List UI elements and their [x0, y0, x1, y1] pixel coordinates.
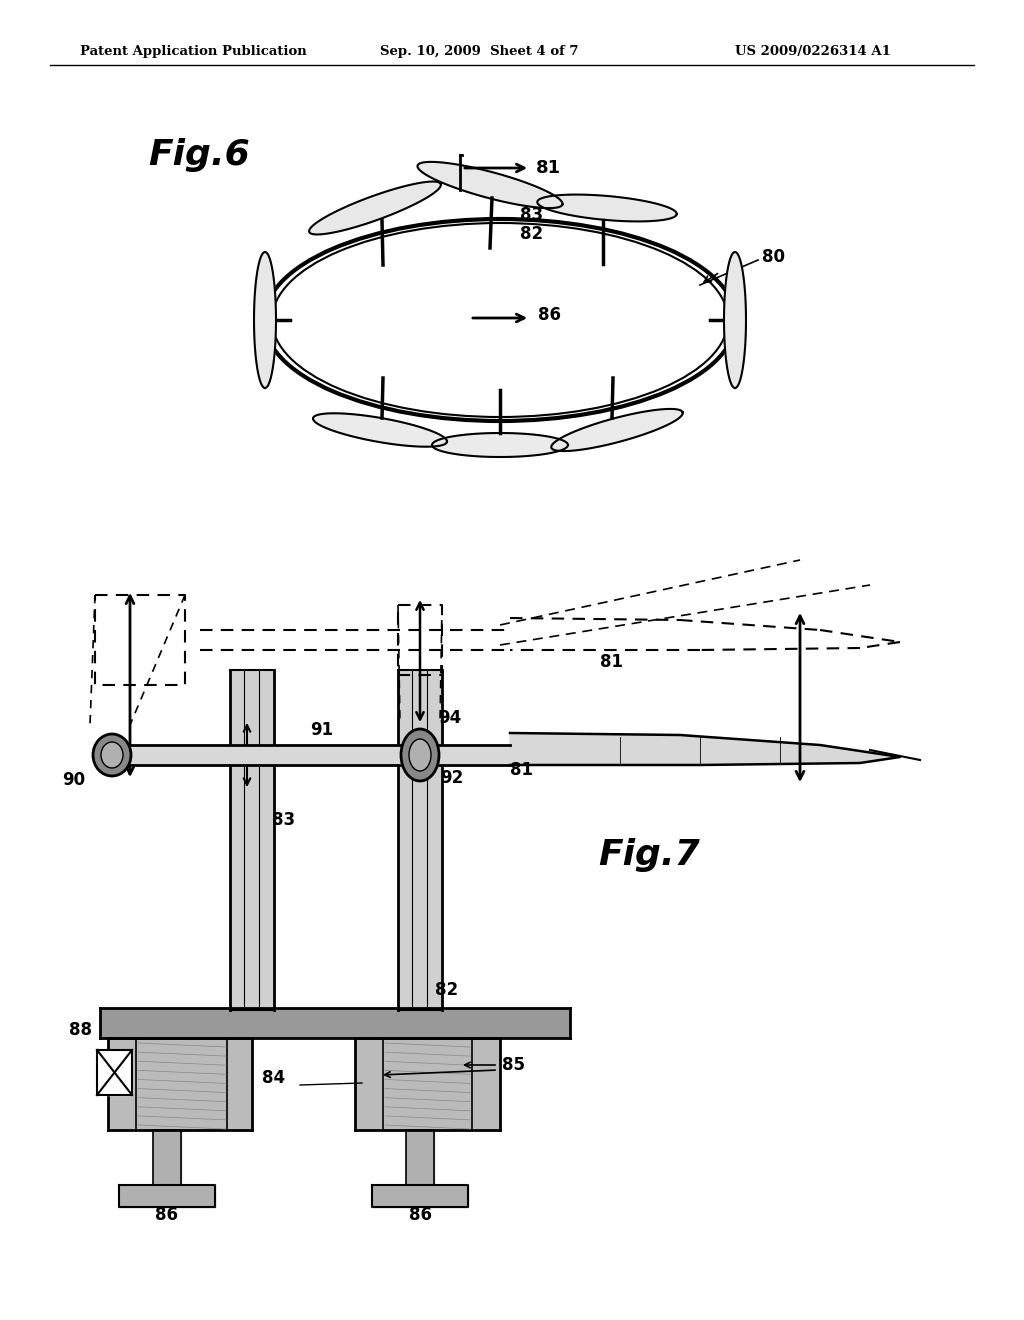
Text: 83: 83 [272, 810, 295, 829]
Polygon shape [108, 1038, 252, 1130]
Polygon shape [510, 733, 900, 766]
Text: 90: 90 [61, 771, 85, 789]
Ellipse shape [101, 742, 123, 768]
Polygon shape [97, 1049, 132, 1096]
Text: 92: 92 [440, 770, 463, 787]
Text: 81: 81 [510, 762, 534, 779]
Text: Fig.6: Fig.6 [148, 139, 250, 172]
Text: 81: 81 [600, 653, 623, 671]
Text: 94: 94 [438, 709, 461, 727]
Text: 84: 84 [262, 1069, 285, 1086]
Polygon shape [355, 1038, 500, 1130]
Text: 88: 88 [69, 1020, 92, 1039]
Text: Sep. 10, 2009  Sheet 4 of 7: Sep. 10, 2009 Sheet 4 of 7 [380, 45, 579, 58]
Text: Fig.7: Fig.7 [598, 838, 699, 873]
Text: 86: 86 [538, 306, 561, 323]
Text: 86: 86 [156, 1206, 178, 1224]
Text: 91: 91 [310, 721, 333, 739]
Text: 81: 81 [536, 158, 561, 177]
Ellipse shape [401, 729, 439, 781]
Ellipse shape [93, 734, 131, 776]
Ellipse shape [409, 739, 431, 771]
Text: 85: 85 [502, 1056, 525, 1074]
Text: 80: 80 [762, 248, 785, 267]
Polygon shape [254, 252, 276, 388]
Polygon shape [724, 252, 746, 388]
Polygon shape [406, 1130, 434, 1185]
Polygon shape [309, 182, 441, 235]
Text: 82: 82 [435, 981, 458, 999]
Text: 87: 87 [106, 1051, 130, 1069]
Polygon shape [100, 744, 510, 766]
Text: 82: 82 [520, 224, 543, 243]
Text: US 2009/0226314 A1: US 2009/0226314 A1 [735, 45, 891, 58]
Text: 83: 83 [520, 206, 543, 224]
Polygon shape [398, 671, 442, 1010]
Polygon shape [418, 162, 562, 209]
Polygon shape [551, 409, 683, 451]
Polygon shape [153, 1130, 181, 1185]
Text: 86: 86 [409, 1206, 431, 1224]
Text: Patent Application Publication: Patent Application Publication [80, 45, 307, 58]
Polygon shape [432, 433, 568, 457]
Polygon shape [230, 671, 274, 1010]
Text: 93: 93 [218, 744, 242, 762]
Polygon shape [372, 1185, 468, 1206]
Polygon shape [313, 413, 446, 446]
Polygon shape [538, 194, 677, 222]
Polygon shape [100, 1008, 570, 1038]
Polygon shape [119, 1185, 215, 1206]
